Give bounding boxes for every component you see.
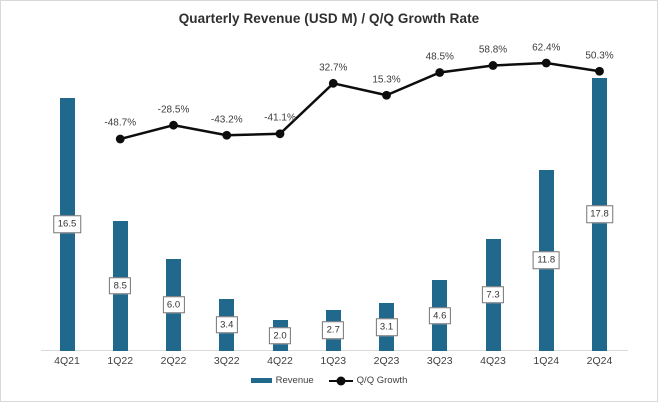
- x-axis-label: 3Q22: [213, 355, 240, 367]
- growth-point: [382, 90, 391, 100]
- chart-title: Quarterly Revenue (USD M) / Q/Q Growth R…: [178, 11, 480, 26]
- x-axis-label: 2Q23: [373, 355, 400, 367]
- legend: Revenue Q/Q Growth: [1, 375, 657, 386]
- growth-point: [435, 68, 445, 77]
- growth-value-label: 50.3%: [585, 50, 614, 62]
- bar-value-label: 3.1: [375, 318, 398, 336]
- growth-value-label: 48.5%: [425, 51, 454, 63]
- x-axis-label: 3Q23: [426, 355, 453, 367]
- bar-value-label: 3.4: [215, 316, 238, 334]
- x-axis-label: 2Q22: [160, 355, 187, 367]
- legend-growth-label: Q/Q Growth: [356, 375, 408, 386]
- growth-point: [595, 66, 604, 76]
- growth-value-label: -43.2%: [210, 114, 243, 126]
- growth-point: [169, 120, 178, 130]
- growth-value-label: 58.8%: [478, 44, 508, 56]
- growth-point: [115, 134, 125, 144]
- x-axis-label: 4Q21: [54, 355, 80, 367]
- bar-value-label: 4.6: [428, 306, 451, 325]
- growth-point: [328, 78, 338, 88]
- legend-growth-marker-icon: [328, 375, 353, 386]
- legend-revenue-swatch-icon: [250, 378, 272, 383]
- growth-value-label: -48.7%: [104, 117, 137, 129]
- bar-value-label: 7.3: [481, 286, 505, 304]
- x-axis-label: 1Q22: [107, 355, 134, 367]
- growth-value-label: 15.3%: [372, 74, 401, 86]
- growth-point: [488, 61, 498, 70]
- bar-value-label: 2.7: [322, 321, 345, 340]
- x-axis-label: 1Q23: [320, 355, 347, 367]
- bar-value-label: 8.5: [109, 277, 132, 295]
- x-axis-label: 1Q24: [533, 355, 560, 367]
- bar-value-label: 11.8: [532, 251, 560, 270]
- growth-point: [275, 129, 285, 139]
- growth-line: [119, 61, 600, 141]
- x-axis-label: 4Q22: [267, 355, 293, 367]
- bar-value-label: 6.0: [162, 296, 185, 314]
- bar-value-label: 16.5: [53, 215, 81, 234]
- growth-point: [222, 130, 232, 140]
- bar-value-label: 17.8: [585, 205, 614, 224]
- x-axis-label: 2Q24: [586, 355, 613, 367]
- growth-value-label: -28.5%: [157, 104, 190, 116]
- growth-value-label: 62.4%: [532, 42, 561, 53]
- growth-value-label: 32.7%: [319, 62, 348, 74]
- legend-revenue-label: Revenue: [275, 375, 314, 386]
- growth-value-label: -41.1%: [264, 112, 296, 124]
- growth-point: [541, 58, 551, 68]
- bar-value-label: 2.0: [268, 326, 292, 345]
- x-axis-label: 4Q23: [480, 355, 506, 367]
